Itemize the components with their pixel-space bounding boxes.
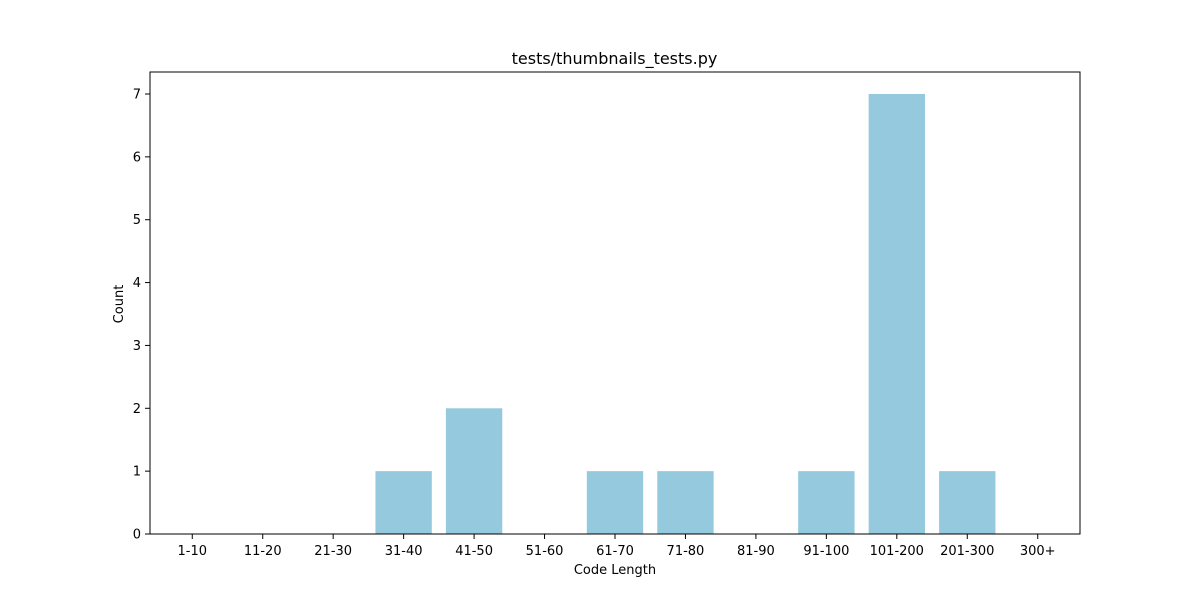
x-tick-label: 91-100 bbox=[803, 544, 849, 559]
x-axis-ticks: 1-10 11-20 21-30 31-40 41-50 51-60 61-70 71-80 8… bbox=[178, 534, 1056, 559]
plot-frame bbox=[149, 71, 1081, 535]
y-tick-label: 6 bbox=[133, 150, 141, 165]
x-tick-label: 81-90 bbox=[737, 544, 775, 559]
bar-71-80 bbox=[657, 471, 714, 534]
y-tick-label: 3 bbox=[133, 339, 141, 354]
bar-91-100 bbox=[798, 471, 855, 534]
y-axis-ticks: 0 1 2 3 4 5 6 7 bbox=[133, 88, 150, 543]
x-tick-label: 71-80 bbox=[667, 544, 705, 559]
y-tick-label: 4 bbox=[133, 276, 141, 291]
bar-101-200 bbox=[868, 94, 925, 534]
bar-41-50 bbox=[445, 408, 503, 534]
bars-group bbox=[375, 94, 996, 534]
x-tick-label: 31-40 bbox=[385, 544, 423, 559]
x-tick-label: 51-60 bbox=[526, 544, 564, 559]
x-tick-label: 201-300 bbox=[940, 544, 994, 559]
y-tick-label: 1 bbox=[133, 465, 141, 480]
x-tick-label: 101-200 bbox=[870, 544, 924, 559]
y-tick-label: 7 bbox=[133, 88, 141, 103]
x-tick-label: 11-20 bbox=[244, 544, 282, 559]
bar-201-300 bbox=[939, 471, 996, 534]
y-tick-label: 5 bbox=[133, 213, 141, 228]
x-axis-label: Code Length bbox=[574, 563, 656, 578]
chart-title: tests/thumbnails_tests.py bbox=[512, 49, 718, 69]
bar-61-70 bbox=[586, 471, 644, 534]
x-tick-label: 21-30 bbox=[314, 544, 352, 559]
x-tick-label: 300+ bbox=[1020, 544, 1056, 559]
y-tick-label: 2 bbox=[133, 402, 141, 417]
bar-31-40 bbox=[375, 471, 432, 534]
y-axis-label: Count bbox=[112, 285, 127, 324]
y-tick-label: 0 bbox=[133, 528, 141, 543]
x-tick-label: 41-50 bbox=[455, 544, 493, 559]
x-tick-label: 1-10 bbox=[178, 544, 208, 559]
x-tick-label: 61-70 bbox=[596, 544, 634, 559]
